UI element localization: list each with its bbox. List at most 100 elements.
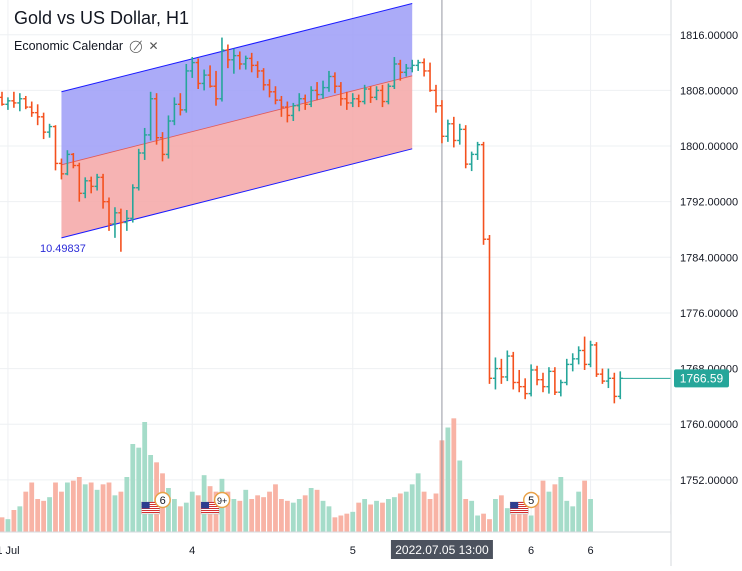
volume-bar xyxy=(487,519,492,532)
last-price-label: 1766.59 xyxy=(680,371,724,385)
ohlc-bar xyxy=(326,70,332,92)
ohlc-bar xyxy=(255,61,261,78)
time-tick-label: 6 xyxy=(528,545,534,557)
volume-bar xyxy=(302,495,308,532)
ohlc-bar xyxy=(350,93,356,108)
volume-bar xyxy=(362,499,368,532)
ohlc-bar xyxy=(249,52,255,73)
ohlc-bar xyxy=(76,162,82,202)
ohlc-bar xyxy=(587,340,594,368)
ohlc-bar xyxy=(475,141,481,160)
volume-bar xyxy=(189,491,195,532)
volume-bar xyxy=(552,484,558,532)
price-tick-label: 1800.00000 xyxy=(680,141,738,153)
ohlc-bar xyxy=(492,357,499,390)
volume-bar xyxy=(88,482,94,532)
volume-bar xyxy=(380,502,385,532)
close-icon[interactable]: ✕ xyxy=(148,39,159,53)
volume-bar xyxy=(53,482,58,532)
volume-bar xyxy=(576,491,582,532)
price-tick-label: 1752.00000 xyxy=(680,475,738,487)
event-marker[interactable]: 9+ xyxy=(200,491,231,515)
ohlc-bar xyxy=(516,369,522,393)
ohlc-bar xyxy=(23,95,29,110)
volume-bar xyxy=(391,497,397,532)
ohlc-bar xyxy=(599,368,606,384)
ohlc-bar xyxy=(433,84,439,113)
volume-bar xyxy=(130,444,136,532)
ohlc-bar xyxy=(367,86,374,103)
event-marker[interactable]: 6 xyxy=(141,491,171,515)
time-tick-label: 6 xyxy=(587,545,593,557)
ohlc-bar xyxy=(35,104,41,126)
volume-bar xyxy=(534,495,540,532)
ohlc-bar xyxy=(332,72,338,94)
ohlc-bar xyxy=(427,62,433,92)
ohlc-bar xyxy=(70,152,76,169)
indicator-name[interactable]: Economic Calendar xyxy=(14,39,124,53)
ohlc-bar xyxy=(284,101,290,123)
ohlc-bar xyxy=(0,91,5,106)
ohlc-bar xyxy=(52,125,59,171)
volume-bar xyxy=(136,447,142,532)
volume-bar xyxy=(403,491,409,532)
volume-bar xyxy=(516,513,522,532)
volume-bar xyxy=(314,489,320,532)
volume-bar xyxy=(284,500,290,532)
ohlc-bar xyxy=(11,91,17,108)
event-count: 5 xyxy=(528,495,534,507)
volume-bar xyxy=(172,499,177,532)
ohlc-bar xyxy=(296,93,302,112)
volume-bar xyxy=(279,499,284,532)
volume-bar xyxy=(522,506,528,532)
volume-bar xyxy=(427,499,433,532)
volume-bar xyxy=(267,491,272,532)
event-marker[interactable]: 5 xyxy=(509,491,540,515)
volume-bar xyxy=(344,513,350,532)
volume-bar xyxy=(469,500,475,532)
ohlc-bar xyxy=(379,84,386,108)
ohlc-bar xyxy=(451,116,457,148)
volume-bar xyxy=(570,506,576,532)
price-tick-label: 1808.00000 xyxy=(680,85,738,97)
volume-bar xyxy=(94,489,100,532)
ohlc-bar xyxy=(142,127,148,160)
ohlc-bar xyxy=(213,70,219,106)
ohlc-bar xyxy=(225,44,231,69)
crosshair-time-tag xyxy=(390,540,493,559)
volume-bar xyxy=(368,504,373,532)
indicator-legend[interactable]: Economic Calendar ◯̸ ✕ xyxy=(14,39,189,53)
ohlc-bar xyxy=(58,158,65,180)
ohlc-bar xyxy=(112,207,118,238)
volume-bar xyxy=(463,499,469,532)
ohlc-bar xyxy=(314,82,320,101)
volume-bar xyxy=(112,495,118,532)
crosshair-time-label: 2022.07.05 13:00 xyxy=(395,543,489,557)
ohlc-bar xyxy=(266,79,273,98)
volume-bar xyxy=(41,500,47,532)
volume-bar xyxy=(540,480,546,532)
eye-off-icon[interactable]: ◯̸ xyxy=(129,39,143,53)
ohlc-bar xyxy=(415,59,421,71)
ohlc-bar xyxy=(177,93,183,116)
ohlc-bar xyxy=(498,358,504,384)
ohlc-bar xyxy=(546,367,552,394)
volume-bar xyxy=(23,491,29,532)
ohlc-bar xyxy=(148,91,154,141)
channel-upper-line xyxy=(61,2,413,93)
volume-bar xyxy=(195,495,201,532)
event-count: 6 xyxy=(160,495,166,507)
event-count-badge xyxy=(154,491,171,509)
volume-bar xyxy=(166,488,171,532)
volume-bar xyxy=(475,515,480,532)
volume-bar xyxy=(374,500,379,532)
volume-bar xyxy=(35,499,41,532)
volume-bar xyxy=(76,477,82,532)
volume-bar xyxy=(421,491,427,532)
volume-bar xyxy=(231,499,237,532)
ohlc-bar xyxy=(29,101,35,117)
ohlc-bar xyxy=(338,82,344,106)
volume-bar xyxy=(225,491,231,532)
